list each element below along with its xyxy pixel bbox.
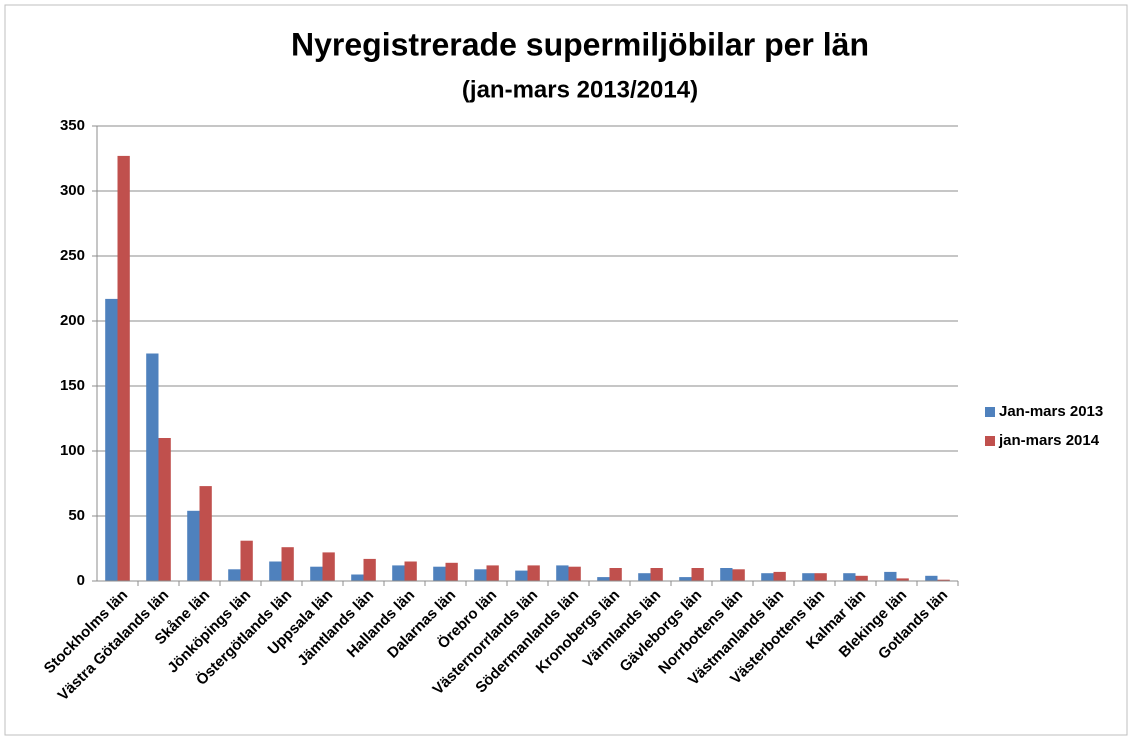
bar [597, 577, 610, 581]
bar [896, 578, 909, 581]
chart-title: Nyregistrerade supermiljöbilar per län [291, 26, 869, 62]
bar [679, 577, 692, 581]
bar [884, 571, 897, 581]
legend-swatch [985, 407, 995, 417]
y-tick-label: 300 [60, 182, 85, 199]
bar [117, 155, 130, 581]
bar [486, 565, 499, 581]
bar [404, 561, 417, 581]
bar [937, 579, 950, 581]
bar [105, 298, 118, 581]
y-tick-label: 0 [77, 572, 85, 589]
bar [802, 573, 815, 581]
bar [351, 574, 364, 581]
bar [843, 573, 856, 581]
chart-subtitle: (jan-mars 2013/2014) [462, 76, 698, 103]
bar [761, 573, 774, 581]
bar [568, 566, 581, 581]
bar [310, 566, 323, 581]
y-tick-label: 100 [60, 442, 85, 459]
bar [322, 552, 335, 581]
y-tick-label: 50 [68, 507, 85, 524]
bar [855, 575, 868, 581]
legend-swatch [985, 436, 995, 446]
bar [363, 558, 376, 581]
bar [445, 562, 458, 581]
bar [527, 565, 540, 581]
bar [515, 570, 528, 581]
bar [773, 571, 786, 581]
bar [925, 575, 938, 581]
bar [814, 573, 827, 581]
bar [281, 547, 294, 581]
bar [433, 566, 446, 581]
bar [720, 568, 733, 581]
bar [199, 486, 212, 581]
bar [732, 569, 745, 581]
bar [691, 568, 704, 581]
bar [609, 568, 622, 581]
bar [474, 569, 487, 581]
y-tick-label: 150 [60, 377, 85, 394]
chart-border [4, 4, 1128, 736]
bar [650, 568, 663, 581]
bar [240, 540, 253, 581]
bar [269, 561, 282, 581]
y-tick-label: 200 [60, 312, 85, 329]
bar [392, 565, 405, 581]
bar [187, 510, 200, 581]
bar [146, 353, 159, 581]
legend-label: jan-mars 2014 [998, 432, 1100, 449]
y-tick-label: 250 [60, 247, 85, 264]
bar [638, 573, 651, 581]
y-tick-label: 350 [60, 117, 85, 134]
bar [228, 569, 241, 581]
legend-label: Jan-mars 2013 [999, 403, 1103, 420]
bar [556, 565, 569, 581]
bar [158, 438, 171, 581]
